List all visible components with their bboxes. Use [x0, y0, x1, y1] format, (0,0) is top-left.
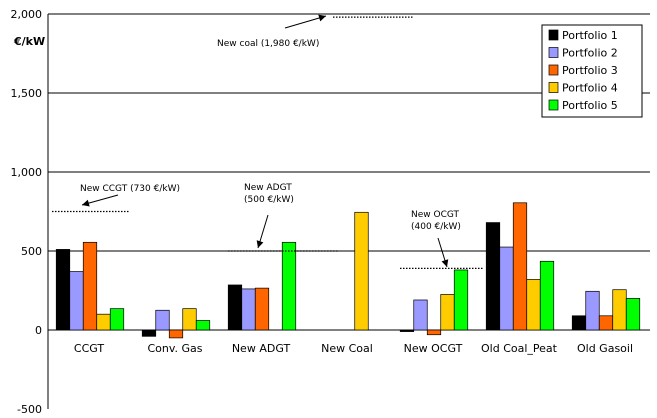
bar	[254, 287, 270, 331]
y-tick-label: -500	[17, 403, 42, 416]
y-tick-label: 0	[35, 324, 42, 337]
y-tick-label: 2,000	[11, 8, 43, 21]
category-label: Old Gasoil	[577, 342, 633, 355]
bar	[526, 279, 541, 331]
legend-label: Portfolio 5	[562, 99, 618, 112]
y-axis-label: €/kW	[13, 35, 45, 48]
annotation-label: New coal (1,980 €/kW)	[217, 39, 319, 49]
y-tick-labels: -500 0 500 1,000 1,500 2,000	[11, 8, 43, 416]
annotation-label: New ADGT	[244, 183, 292, 193]
legend-swatch	[548, 99, 559, 111]
bar	[241, 288, 256, 331]
legend: Portfolio 1 Portfolio 2 Portfolio 3 Portfol…	[541, 24, 643, 118]
category-label: New ADGT	[232, 342, 291, 355]
bar	[69, 271, 84, 331]
annotation-label: New CCGT (730 €/kW)	[80, 184, 180, 194]
bar	[82, 241, 98, 331]
arrow-head	[256, 240, 264, 248]
category-label: CCGT	[74, 342, 104, 355]
category-label: New OCGT	[404, 342, 463, 355]
category-label: Conv. Gas	[147, 342, 202, 355]
annotation-label: (400 €/kW)	[411, 222, 461, 232]
y-tick-label: 1,500	[11, 87, 43, 100]
bar	[96, 313, 111, 331]
annotation-label: New OCGT	[411, 210, 460, 220]
category-label: Old Coal_Peat	[481, 342, 558, 355]
bar	[625, 298, 641, 331]
legend-label: Portfolio 4	[562, 82, 618, 95]
bar	[182, 308, 197, 331]
bar	[585, 290, 600, 331]
bar	[413, 299, 428, 331]
bar	[539, 260, 555, 331]
arrow-head	[441, 259, 449, 267]
arrow-head	[318, 14, 326, 22]
bar	[485, 222, 501, 331]
bar	[440, 294, 455, 331]
legend-swatch	[548, 82, 559, 93]
bars	[55, 202, 641, 339]
y-tick-label: 500	[21, 245, 42, 258]
bar	[512, 202, 528, 331]
bar	[354, 211, 369, 331]
legend-swatch	[548, 47, 559, 58]
bar	[598, 315, 614, 331]
bar	[55, 249, 71, 331]
arrow-head	[82, 199, 90, 207]
y-tick-label: 1,000	[11, 166, 43, 179]
annotation-label: (500 €/kW)	[244, 195, 294, 205]
category-labels: CCGT Conv. Gas New ADGT New Coal New OCGT Old…	[74, 342, 633, 355]
bar	[141, 329, 157, 337]
bar	[155, 309, 170, 331]
legend-swatch	[548, 29, 559, 41]
legend-swatch	[548, 64, 559, 76]
bar	[453, 269, 469, 331]
bar	[426, 329, 442, 336]
bar	[227, 284, 243, 331]
bar	[612, 289, 627, 331]
bar	[168, 329, 184, 339]
bar	[109, 308, 125, 331]
bar	[281, 241, 297, 331]
annotation-arrow	[284, 15, 327, 29]
bar	[499, 246, 514, 331]
legend-label: Portfolio 2	[562, 47, 618, 60]
bar	[399, 329, 415, 332]
legend-box	[541, 24, 643, 118]
bar	[195, 320, 211, 331]
category-label: New Coal	[321, 342, 373, 355]
bar	[571, 315, 587, 331]
legend-label: Portfolio 3	[562, 64, 618, 77]
annotations: New coal (1,980 €/kW) New CCGT (730 €/kW)…	[52, 14, 483, 270]
legend-label: Portfolio 1	[562, 29, 618, 42]
